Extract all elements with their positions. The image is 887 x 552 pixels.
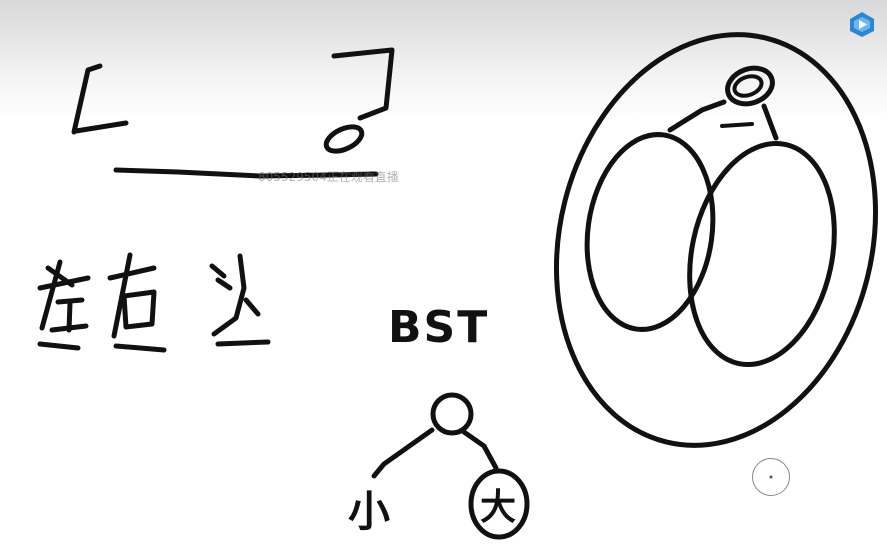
bst-right-node-circle [468, 468, 530, 540]
char-head [209, 253, 271, 347]
char-left [37, 259, 91, 351]
outer-ellipse [553, 32, 879, 448]
live-viewer-watermark: 805529504正在观看直播 [258, 170, 399, 184]
small-label: 小 [348, 487, 391, 536]
left-subtree-ellipse [584, 132, 716, 332]
cursor-ring-icon [752, 458, 790, 496]
root-underline [720, 122, 754, 128]
bst-right-edge [461, 429, 499, 471]
underline-stroke [113, 167, 379, 179]
bst-tree [371, 392, 530, 540]
char-right [107, 252, 167, 353]
root-right-edge [761, 103, 779, 141]
bst-root-node [430, 392, 474, 436]
screen-top-shading [0, 0, 887, 120]
right-bracket-stroke [323, 47, 395, 154]
nested-ellipse-diagram [553, 32, 879, 448]
root-left-edge [667, 99, 727, 133]
bst-label: BST [388, 302, 490, 353]
big-label: 大 [480, 487, 517, 528]
root-node-circle [725, 65, 775, 107]
bst-left-edge [371, 427, 435, 479]
left-bracket-stroke [71, 63, 129, 135]
right-subtree-ellipse [687, 140, 837, 368]
video-app-icon[interactable] [848, 10, 876, 38]
root-node-inner [732, 74, 764, 98]
